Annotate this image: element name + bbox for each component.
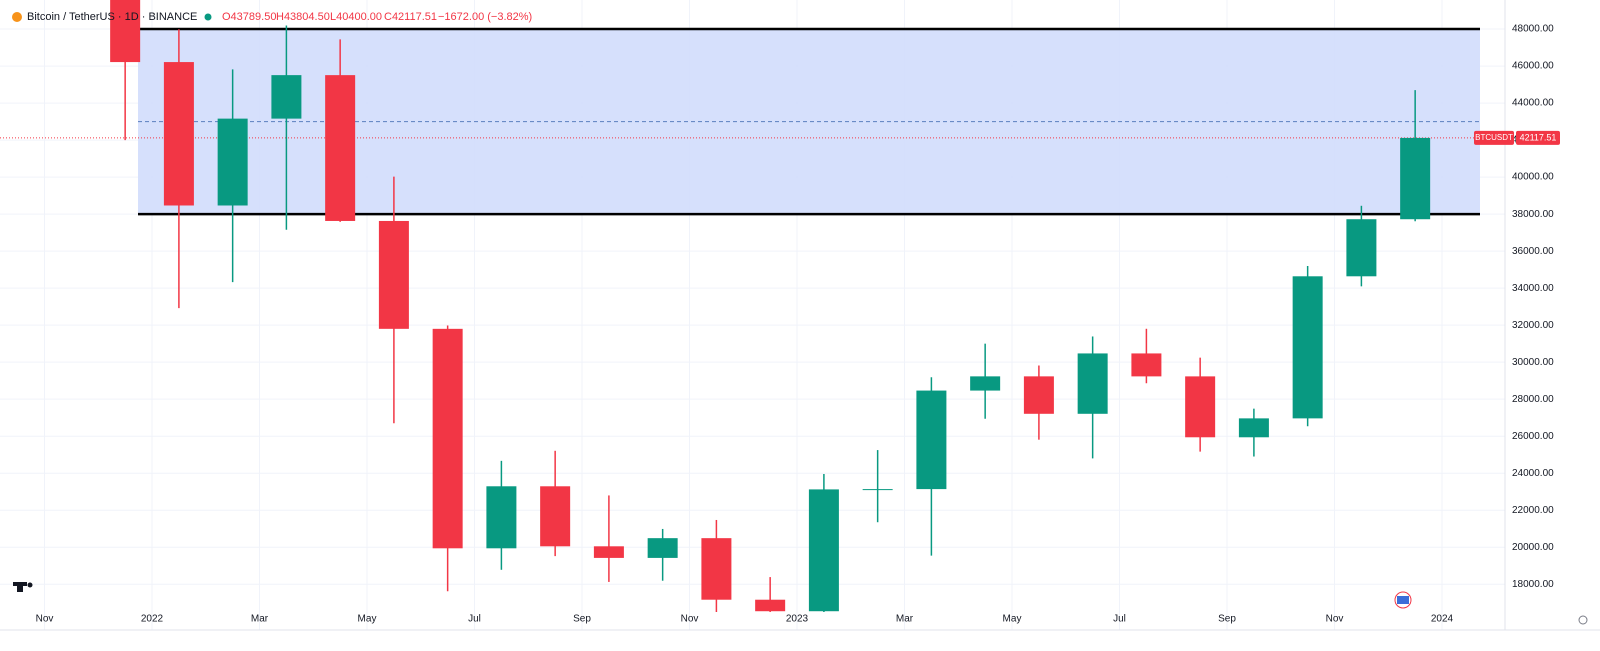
x-tick-label: Mar [251, 614, 269, 625]
y-tick-label: 44000.00 [1512, 98, 1554, 109]
x-tick-label: Nov [1326, 614, 1344, 625]
candle-body [701, 538, 732, 600]
x-tick-label: May [1003, 614, 1022, 625]
x-tick-label: Sep [1218, 614, 1236, 625]
candle-body [862, 489, 893, 491]
ohlc-change: −1672.00 (−3.82%) [438, 11, 532, 23]
candle-body [970, 376, 1001, 391]
y-tick-label: 24000.00 [1512, 468, 1554, 479]
ohlc-open: O43789.50 [222, 11, 276, 23]
candle-body [163, 62, 194, 206]
candle-body [217, 118, 248, 206]
settings-icon [1578, 615, 1588, 625]
y-tick-label: 48000.00 [1512, 24, 1554, 35]
symbol-icon [12, 12, 22, 22]
x-tick-label: Nov [36, 614, 54, 625]
candle-body [1238, 418, 1269, 438]
x-tick-label: Mar [896, 614, 914, 625]
logo-part [13, 582, 27, 586]
logo-part [27, 582, 33, 588]
candle-body [325, 75, 356, 221]
y-tick-label: 20000.00 [1512, 542, 1554, 553]
x-tick-label: May [358, 614, 377, 625]
y-tick-label: 36000.00 [1512, 246, 1554, 257]
candle-body [110, 0, 141, 63]
price-tag [1516, 130, 1560, 145]
market-status[interactable] [204, 13, 212, 21]
price-tag-label: 42117.51 [1520, 132, 1557, 142]
candle-body [486, 486, 517, 549]
x-tick-label: Jul [1113, 614, 1126, 625]
y-tick-label: 46000.00 [1512, 61, 1554, 72]
ohlc-close: C42117.51 [384, 11, 437, 23]
header: Bitcoin / TetherUS · 1D · BINANCE O43789… [12, 11, 532, 23]
x-tick-label: 2024 [1431, 614, 1454, 625]
settings[interactable] [1578, 615, 1588, 625]
y-tick-label: 38000.00 [1512, 209, 1554, 220]
x-tick-label: Jul [468, 614, 481, 625]
candle-body [1023, 376, 1054, 414]
x-tick-label: 2022 [141, 614, 164, 625]
candle-body [755, 599, 786, 612]
y-tick-label: 32000.00 [1512, 320, 1554, 331]
candle-body [593, 546, 624, 558]
tv-logo[interactable] [13, 582, 33, 592]
symbol-tag [1474, 130, 1514, 145]
y-tick-label: 28000.00 [1512, 394, 1554, 405]
y-tick-label: 18000.00 [1512, 579, 1554, 590]
candle-body [808, 489, 839, 612]
axes: 18000.00 20000.00 22000.00 24000.00 26000.00… [36, 24, 1560, 625]
x-tick-label: 2023 [786, 614, 809, 625]
symbol-title: Bitcoin / TetherUS · 1D · BINANCE [27, 11, 197, 23]
candle-body [1346, 219, 1377, 277]
ohlc-high: H43804.50 [276, 11, 330, 23]
y-tick-label: 30000.00 [1512, 357, 1554, 368]
flag-icon [1397, 596, 1409, 604]
symbol-tag-label: BTCUSDT [1475, 133, 1513, 142]
x-tick-label: Nov [681, 614, 699, 625]
candle-body [1131, 353, 1162, 377]
y-tick-label: 22000.00 [1512, 505, 1554, 516]
candle-body [432, 328, 463, 549]
candle-body [540, 486, 571, 547]
ohlc-low: L40400.00 [330, 11, 382, 23]
candle-body [1292, 276, 1323, 419]
y-tick-label: 40000.00 [1512, 172, 1554, 183]
candle-body [647, 538, 678, 558]
candle-body [271, 75, 302, 119]
x-tick-label: Sep [573, 614, 591, 625]
candle-body [916, 390, 947, 490]
events-flag[interactable] [1394, 591, 1412, 609]
candle-body [1185, 376, 1216, 438]
candle-body [1400, 137, 1431, 220]
candle-body [1077, 353, 1108, 414]
plot-area [0, 0, 1505, 612]
zone [138, 29, 1480, 215]
candle-body [378, 220, 409, 329]
y-tick-label: 26000.00 [1512, 431, 1554, 442]
y-tick-label: 34000.00 [1512, 283, 1554, 294]
logo-part [17, 582, 23, 592]
